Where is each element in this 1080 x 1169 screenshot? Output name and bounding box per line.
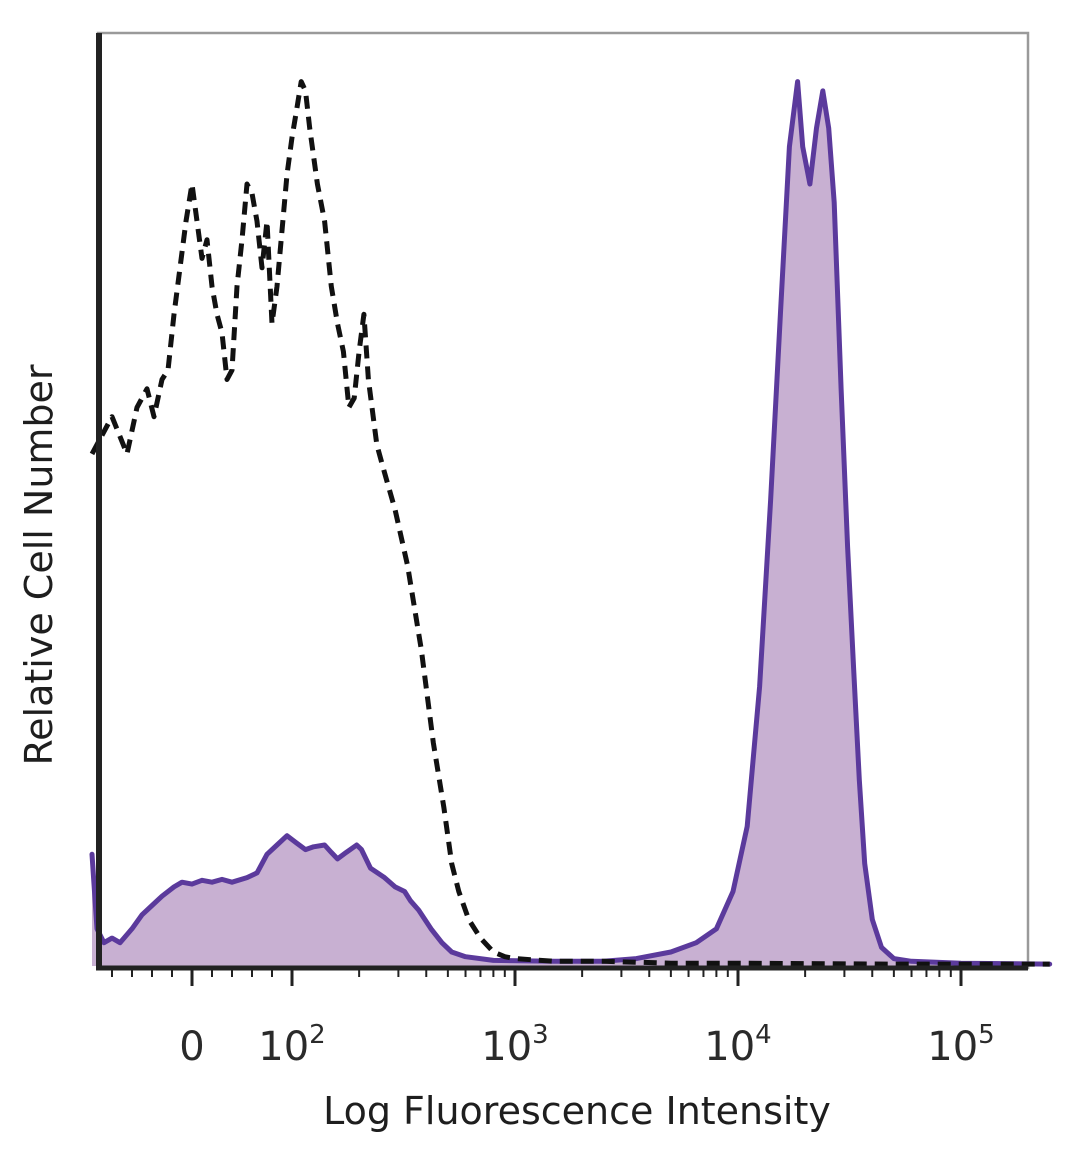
x-tick-marks (111, 966, 963, 986)
series-layer (89, 79, 1053, 967)
stained-area (92, 81, 1050, 967)
x-tick-label: 105 (927, 1020, 994, 1070)
stained-line (89, 79, 1053, 967)
x-axis-title: Log Fluorescence Intensity (323, 1089, 831, 1133)
x-tick-label: 102 (258, 1020, 325, 1070)
x-tick-label: 104 (704, 1020, 771, 1070)
y-axis-title: Relative Cell Number (17, 364, 61, 765)
x-tick-label: 0 (179, 1024, 204, 1070)
x-tick-label: 103 (481, 1020, 548, 1070)
control-line (89, 79, 1050, 967)
x-tick-labels: 0 102 103 104 105 (179, 1020, 994, 1070)
plot-frame (96, 31, 1030, 970)
